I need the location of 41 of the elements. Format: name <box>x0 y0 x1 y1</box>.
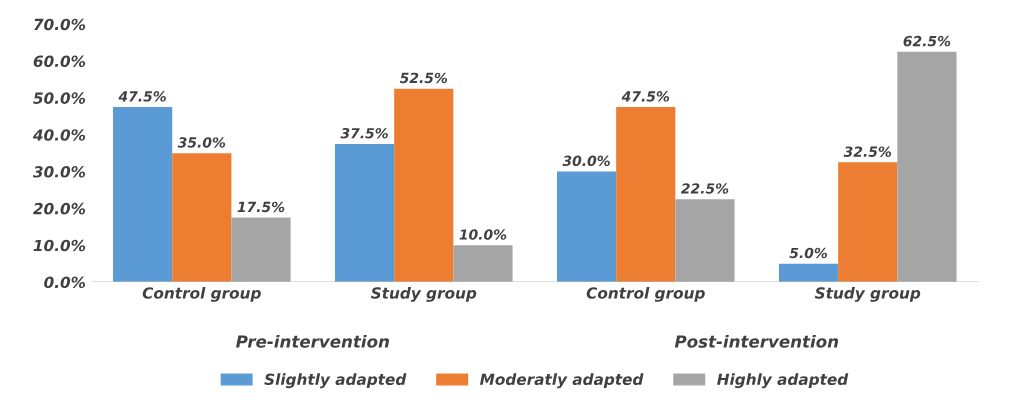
data-label: 30.0% <box>562 155 610 167</box>
legend-label: Moderatly adapted <box>479 373 644 389</box>
legend-label: Slightly adapted <box>264 373 407 389</box>
data-label: 47.5% <box>118 91 166 102</box>
bar <box>897 51 957 283</box>
legend-label: Highly adapted <box>717 373 849 389</box>
data-label: 62.5% <box>903 35 951 47</box>
x-tick-label: Control group <box>586 286 705 302</box>
text: Post-intervention <box>674 334 839 348</box>
data-label: 10.0% <box>459 229 507 240</box>
x-tick-label: Study group <box>814 286 921 302</box>
data-label: 52.5% <box>399 72 448 84</box>
bar <box>675 199 735 283</box>
bar <box>394 88 454 283</box>
y-tick-label: 60.0% <box>33 55 86 68</box>
data-label: 37.5% <box>340 127 388 139</box>
y-tick-label: 20.0% <box>33 202 86 215</box>
y-tick-label: 0.0% <box>44 276 86 289</box>
data-label: 22.5% <box>680 183 729 194</box>
text: Pre-intervention <box>236 334 389 348</box>
bar <box>453 245 513 283</box>
data-label: 17.5% <box>237 201 285 213</box>
data-label: 35.0% <box>177 137 226 148</box>
bar <box>556 171 617 283</box>
bar <box>778 263 839 283</box>
data-label: 5.0% <box>789 247 828 259</box>
data-label: 47.5% <box>621 91 670 102</box>
y-tick-label: 30.0% <box>32 166 86 178</box>
x-tick-label: Control group <box>142 286 261 302</box>
bar <box>616 107 676 283</box>
bar <box>172 153 232 283</box>
bar <box>231 217 291 283</box>
y-tick-label: 70.0% <box>34 18 86 31</box>
bar <box>113 107 173 283</box>
bar <box>334 143 395 283</box>
data-label: 32.5% <box>843 146 892 157</box>
x-tick-label: Study group <box>370 286 477 302</box>
y-tick-label: 40.0% <box>32 129 86 141</box>
bar <box>838 162 898 283</box>
y-tick-label: 50.0% <box>33 92 86 104</box>
y-tick-label: 10.0% <box>33 239 86 252</box>
